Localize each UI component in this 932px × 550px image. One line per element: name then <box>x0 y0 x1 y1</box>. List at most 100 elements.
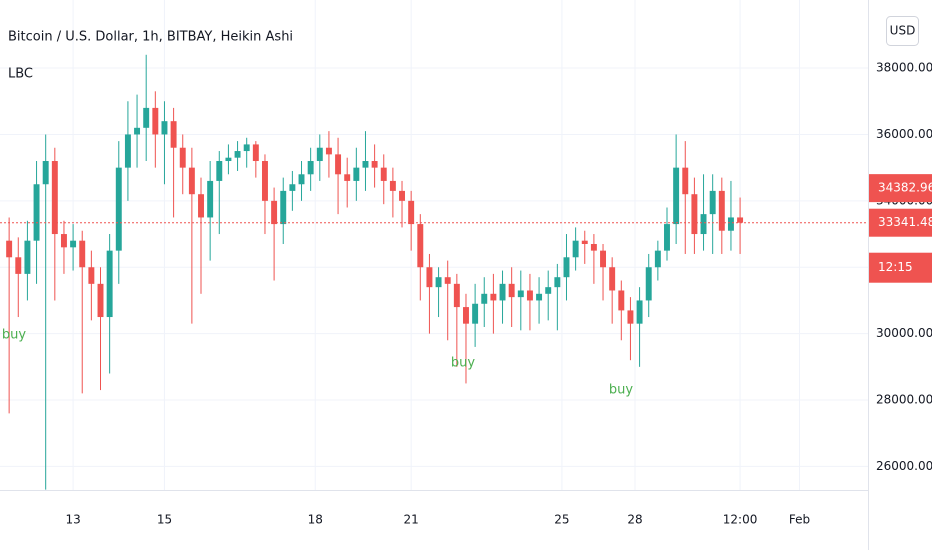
buy-signal: buy <box>609 383 633 398</box>
currency-label[interactable]: USD <box>890 24 916 38</box>
buy-signal: buy <box>451 356 475 371</box>
x-tick-label: 28 <box>627 513 642 527</box>
x-tick-label: 12:00 <box>723 513 758 527</box>
candle-body <box>399 190 405 201</box>
x-tick-label: 21 <box>404 513 419 527</box>
candle-body <box>42 161 49 185</box>
candle-body <box>243 144 250 152</box>
candle-body <box>207 180 214 218</box>
candle-body <box>15 257 22 274</box>
candle-body <box>298 174 305 185</box>
candle-body <box>737 217 744 223</box>
candle-body <box>508 283 515 298</box>
candle-body <box>225 157 232 162</box>
candle-body <box>143 107 150 128</box>
candle-body <box>216 161 223 181</box>
candle-body <box>526 290 533 301</box>
candle-body <box>389 180 396 191</box>
candle-body <box>289 184 296 191</box>
candle-body <box>472 303 479 324</box>
price-tag-label: 34382.96 <box>878 181 932 195</box>
candle-body <box>24 240 31 274</box>
y-tick-label: 26000.00 <box>876 459 932 473</box>
candle-body <box>234 151 241 158</box>
candle-body <box>426 267 433 288</box>
candle-body <box>371 161 378 168</box>
candle-body <box>261 161 268 201</box>
currency-button[interactable] <box>886 16 919 46</box>
candle-body <box>490 293 497 301</box>
candle-body <box>444 277 451 284</box>
candle-body <box>115 167 122 251</box>
candle-body <box>545 287 552 294</box>
candle-body <box>572 240 579 258</box>
candle-body <box>106 250 113 318</box>
x-tick-label: Feb <box>789 513 810 527</box>
x-tick-label: 25 <box>554 513 569 527</box>
candle-body <box>727 217 734 231</box>
plot-area: buy buy buy <box>0 54 868 490</box>
candle-body <box>481 293 488 304</box>
candle-body <box>664 224 670 251</box>
buy-signal: buy <box>2 328 26 343</box>
candle-body <box>417 224 424 268</box>
candle-body <box>6 240 13 258</box>
candle-body <box>581 240 588 245</box>
candle-body <box>353 167 360 181</box>
candle-body <box>380 167 387 181</box>
candle-body <box>70 240 77 248</box>
indicator-label: LBC <box>8 67 33 82</box>
candle-body <box>709 190 716 215</box>
y-tick-label: 36000.00 <box>876 127 932 141</box>
candle-body <box>97 283 104 318</box>
candle-body <box>453 283 460 308</box>
candle-body <box>60 234 67 248</box>
candle-body <box>609 267 616 291</box>
candle-body <box>51 161 58 235</box>
candle-body <box>362 161 369 168</box>
price-tag <box>869 174 932 203</box>
candle-body <box>134 127 141 135</box>
candle-body <box>280 190 287 225</box>
candle-body <box>408 200 415 225</box>
candle-body <box>335 154 342 175</box>
candle-body <box>563 257 570 278</box>
candle-body <box>600 250 607 268</box>
countdown-label: 12:15 <box>878 260 913 274</box>
candle-body <box>188 167 195 195</box>
candle-body <box>673 167 680 225</box>
candle-body <box>325 147 332 155</box>
price-tag <box>869 208 932 237</box>
candle-body <box>682 167 689 195</box>
candle-body <box>170 121 177 148</box>
candle-body <box>88 267 95 284</box>
candle-body <box>316 147 323 162</box>
candle-body <box>198 194 204 218</box>
candle-body <box>252 144 259 162</box>
countdown-tag <box>869 252 932 283</box>
candle-body <box>718 190 725 231</box>
candle-body <box>435 277 442 288</box>
candle-body <box>79 240 86 268</box>
y-tick-label: 28000.00 <box>876 393 932 407</box>
candle-body <box>161 121 168 135</box>
price-tag-label: 33341.48 <box>878 215 932 229</box>
candle-body <box>463 307 469 324</box>
candle-body <box>499 283 506 301</box>
y-tick-label: 30000.00 <box>876 326 932 340</box>
candle-body <box>700 214 707 235</box>
y-tick-label: 38000.00 <box>876 61 932 75</box>
candle-body <box>645 267 652 301</box>
candle-body <box>124 134 131 168</box>
candle-body <box>179 147 186 168</box>
candle-body <box>344 174 351 181</box>
candle-body <box>517 290 524 298</box>
candle-body <box>636 300 643 324</box>
candle-body <box>590 244 597 251</box>
candle-body <box>152 107 159 135</box>
candle-body <box>536 293 543 301</box>
x-tick-label: 15 <box>157 513 172 527</box>
x-tick-label: 18 <box>308 513 323 527</box>
